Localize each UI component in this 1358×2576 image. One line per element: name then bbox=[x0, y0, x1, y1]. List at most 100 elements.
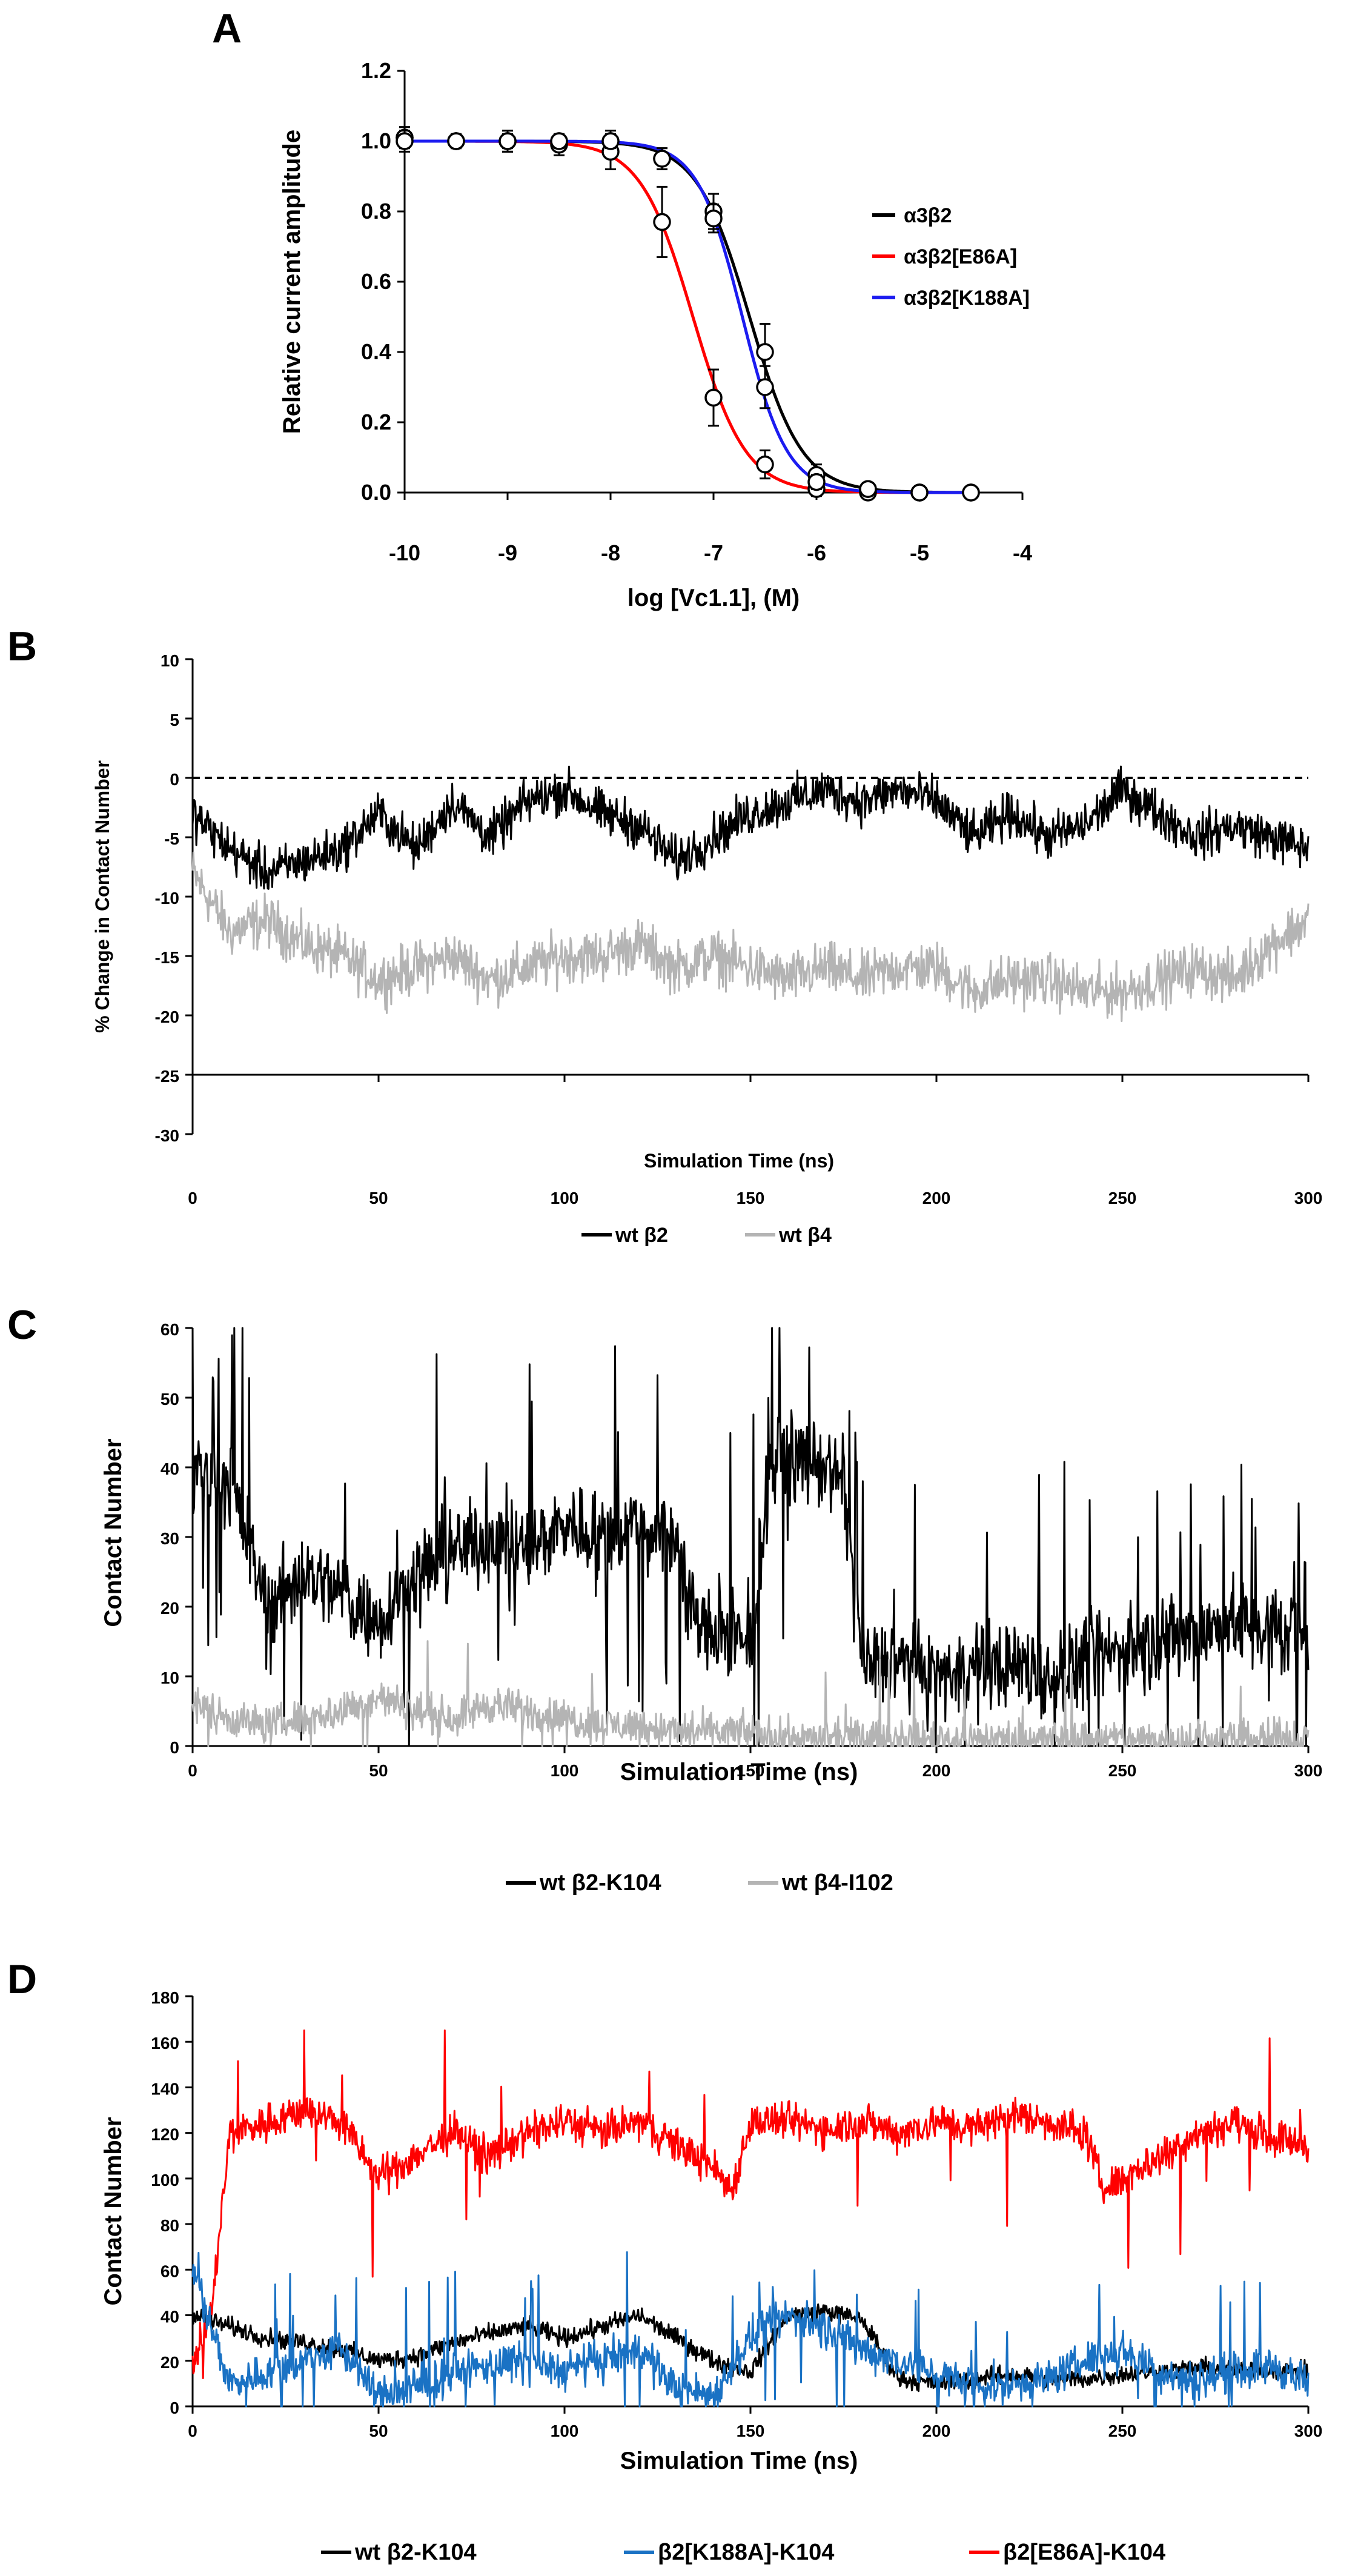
data-point bbox=[910, 483, 929, 502]
y-tick-label: 40 bbox=[161, 1459, 179, 1478]
legend-label: α3β2 bbox=[904, 204, 952, 227]
legend-label: wt β2-K104 bbox=[539, 1870, 661, 1896]
panel-b-x-axis-label: Simulation Time (ns) bbox=[644, 1150, 834, 1172]
panel-d-x-axis-label: Simulation Time (ns) bbox=[620, 2448, 858, 2474]
panel-c-x-axis-label: Simulation Time (ns) bbox=[620, 1759, 858, 1785]
y-tick-label: 0.2 bbox=[361, 410, 391, 434]
x-tick-label: 300 bbox=[1294, 1761, 1323, 1780]
data-point bbox=[498, 132, 517, 150]
y-tick-label: -20 bbox=[155, 1007, 179, 1026]
x-tick-label: 100 bbox=[551, 2422, 579, 2440]
data-point bbox=[756, 455, 774, 474]
panel-a-x-axis-label: log [Vc1.1], (M) bbox=[628, 585, 800, 611]
panel-a-letter: A bbox=[212, 5, 242, 51]
y-tick-label: -25 bbox=[155, 1067, 179, 1086]
panel-b-legend: wt β2 wt β4 bbox=[581, 1224, 832, 1247]
x-tick-label: 200 bbox=[922, 1761, 951, 1780]
panel-c: C 0 50 100 150 200 250 300 0 10 20 30 40 50 60 Simula… bbox=[7, 1302, 1322, 1896]
y-tick-label: -15 bbox=[155, 948, 179, 967]
data-point bbox=[756, 378, 774, 396]
panel-b-series bbox=[191, 765, 1310, 1022]
x-tick-label: 100 bbox=[551, 1761, 579, 1780]
legend-label: wt β2 bbox=[615, 1224, 668, 1247]
data-point bbox=[704, 388, 723, 407]
y-tick-label: 40 bbox=[161, 2308, 179, 2326]
x-tick-label: 100 bbox=[551, 1189, 579, 1207]
panel-d-axes bbox=[185, 1995, 1310, 2414]
data-point bbox=[601, 132, 620, 150]
panel-c-tick-labels: 0 50 100 150 200 250 300 0 10 20 30 40 50 60 bbox=[161, 1320, 1323, 1780]
y-tick-label: 0.4 bbox=[361, 339, 391, 364]
y-tick-label: -30 bbox=[155, 1126, 179, 1145]
data-point bbox=[756, 343, 774, 361]
panel-b-y-axis-label: % Change in Contact Number bbox=[91, 760, 113, 1033]
x-tick-label: -8 bbox=[601, 540, 620, 565]
legend-label: β2[K188A]-K104 bbox=[658, 2540, 834, 2565]
y-tick-label: 100 bbox=[151, 2171, 179, 2189]
x-tick-label: 0 bbox=[188, 1189, 197, 1207]
x-tick-label: 200 bbox=[922, 1189, 951, 1207]
y-tick-label: 0.8 bbox=[361, 199, 391, 224]
y-tick-label: 60 bbox=[161, 1320, 179, 1339]
y-tick-label: 0.0 bbox=[361, 480, 391, 505]
legend-label: wt β4-I102 bbox=[781, 1870, 893, 1896]
x-tick-label: 300 bbox=[1294, 1189, 1323, 1207]
x-tick-label: 0 bbox=[188, 1761, 197, 1780]
x-tick-label: 50 bbox=[369, 1761, 388, 1780]
legend-label: wt β4 bbox=[778, 1224, 832, 1247]
y-tick-label: 0 bbox=[170, 1738, 179, 1757]
panel-a-legend: α3β2 α3β2[E86A] α3β2[K188A] bbox=[872, 204, 1030, 310]
x-tick-label: -7 bbox=[704, 540, 723, 565]
panel-d-series bbox=[191, 2029, 1310, 2408]
series-wt-b4-line bbox=[191, 851, 1310, 1022]
panel-b-tick-labels: 0 50 100 150 200 250 300 -30 -25 -20 -15 -10 -5 0 5 10 bbox=[155, 651, 1323, 1207]
panel-c-series bbox=[191, 1327, 1310, 1747]
data-point bbox=[653, 150, 671, 168]
x-tick-label: -10 bbox=[389, 540, 420, 565]
panel-a: A -10 -9 -8 -7 -6 -5 -4 0.0 0.2 0.4 0.6 0.8 1.0 1.2 l… bbox=[212, 5, 1032, 611]
data-point bbox=[704, 209, 723, 228]
data-point bbox=[550, 132, 568, 150]
panel-d-tick-labels: 0 50 100 150 200 250 300 0 20 40 60 80 100 120 140 160 1… bbox=[151, 1988, 1322, 2440]
x-tick-label: 150 bbox=[737, 2422, 765, 2440]
panel-c-letter: C bbox=[7, 1302, 37, 1348]
x-tick-label: 200 bbox=[922, 2422, 951, 2440]
data-point bbox=[859, 480, 877, 498]
x-tick-label: 300 bbox=[1294, 2422, 1323, 2440]
y-tick-label: 5 bbox=[170, 711, 179, 729]
data-point bbox=[396, 132, 414, 150]
legend-label: α3β2[E86A] bbox=[904, 245, 1017, 268]
y-tick-label: 180 bbox=[151, 1988, 179, 2007]
series-wt-b4-i102-line bbox=[191, 1640, 1310, 1747]
x-tick-label: 250 bbox=[1108, 2422, 1137, 2440]
panel-b-letter: B bbox=[7, 623, 37, 669]
panel-d: D 0 50 100 150 200 250 300 0 20 40 60 80 100 120 140 16… bbox=[7, 1956, 1322, 2565]
y-tick-label: 30 bbox=[161, 1529, 179, 1548]
y-tick-label: 20 bbox=[161, 1599, 179, 1618]
y-tick-label: 80 bbox=[161, 2216, 179, 2235]
y-tick-label: 120 bbox=[151, 2125, 179, 2144]
x-tick-label: -4 bbox=[1013, 540, 1032, 565]
x-tick-label: -5 bbox=[910, 540, 929, 565]
y-tick-label: -10 bbox=[155, 889, 179, 908]
y-tick-label: 50 bbox=[161, 1390, 179, 1409]
series-b2-k188a-k104-line bbox=[191, 2251, 1310, 2408]
data-point bbox=[962, 483, 980, 502]
series-wt-b2-k104-line bbox=[191, 1327, 1310, 1747]
y-tick-label: 140 bbox=[151, 2079, 179, 2098]
panel-a-data-points bbox=[396, 126, 980, 502]
data-point bbox=[653, 213, 671, 231]
legend-label: wt β2-K104 bbox=[354, 2540, 477, 2565]
x-tick-label: 0 bbox=[188, 2422, 197, 2440]
legend-label: β2[E86A]-K104 bbox=[1003, 2540, 1165, 2565]
y-tick-label: -5 bbox=[164, 829, 179, 848]
y-tick-label: 1.2 bbox=[361, 58, 391, 83]
panel-d-y-axis-label: Contact Number bbox=[100, 2117, 127, 2305]
x-tick-label: 250 bbox=[1108, 1189, 1137, 1207]
y-tick-label: 0.6 bbox=[361, 269, 391, 294]
series-wt-b2-line bbox=[191, 765, 1310, 890]
x-tick-label: -9 bbox=[498, 540, 517, 565]
panel-d-legend: wt β2-K104 β2[K188A]-K104 β2[E86A]-K104 bbox=[321, 2540, 1165, 2565]
